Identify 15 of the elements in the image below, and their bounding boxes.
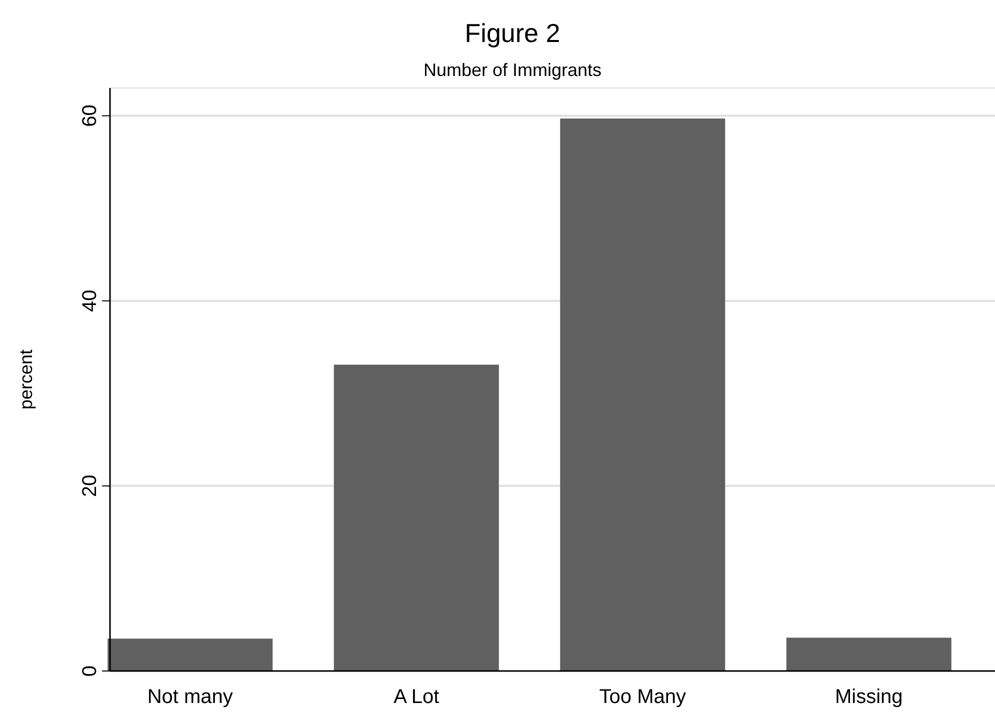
x-tick-label: Missing bbox=[834, 686, 903, 708]
y-tick-label: 60 bbox=[79, 104, 101, 127]
x-tick-label: Not many bbox=[147, 686, 233, 708]
bar bbox=[786, 638, 952, 671]
y-tick-label: 20 bbox=[79, 474, 101, 498]
bar bbox=[334, 364, 499, 671]
chart-subtitle: Number of Immigrants bbox=[423, 60, 602, 80]
x-tick-label: A Lot bbox=[394, 686, 440, 708]
y-tick-label: 40 bbox=[79, 290, 101, 312]
bar bbox=[108, 638, 273, 671]
y-axis-title: percent bbox=[16, 349, 36, 410]
y-tick-label: 0 bbox=[79, 665, 101, 677]
x-tick-label: Too Many bbox=[599, 686, 686, 708]
bar bbox=[560, 118, 726, 671]
chart-title: Figure 2 bbox=[464, 18, 560, 48]
